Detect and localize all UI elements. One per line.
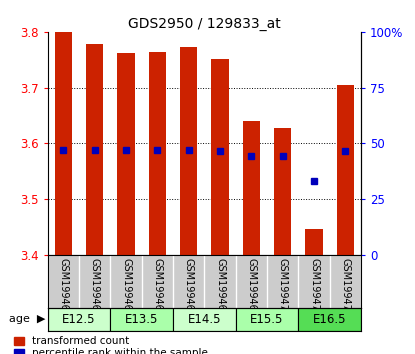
Bar [173,308,236,331]
Bar [149,52,166,255]
Bar [180,47,198,255]
Text: E13.5: E13.5 [125,313,159,326]
Bar [243,121,260,255]
Text: GSM199470: GSM199470 [278,258,288,316]
Bar [337,85,354,255]
Text: E14.5: E14.5 [188,313,221,326]
Bar [110,308,173,331]
Text: GSM199465: GSM199465 [121,258,131,316]
Text: GSM199464: GSM199464 [90,258,100,316]
Bar [55,32,72,255]
Bar [211,59,229,255]
Text: E16.5: E16.5 [313,313,347,326]
Bar [86,44,103,255]
Bar [274,128,291,255]
Title: GDS2950 / 129833_at: GDS2950 / 129833_at [128,17,281,31]
Legend: transformed count, percentile rank within the sample: transformed count, percentile rank withi… [14,336,208,354]
Bar [48,308,110,331]
Text: GSM199467: GSM199467 [184,258,194,316]
Text: age  ▶: age ▶ [9,314,46,325]
Text: GSM199468: GSM199468 [215,258,225,316]
Text: GSM199471: GSM199471 [309,258,319,316]
Bar [298,308,361,331]
Text: GSM199472: GSM199472 [340,258,350,317]
Bar [117,53,135,255]
Bar [305,229,323,255]
Text: GSM199463: GSM199463 [59,258,68,316]
Text: GSM199469: GSM199469 [247,258,256,316]
Bar [236,308,298,331]
Text: E15.5: E15.5 [250,313,284,326]
Text: E12.5: E12.5 [62,313,96,326]
Text: GSM199466: GSM199466 [152,258,162,316]
